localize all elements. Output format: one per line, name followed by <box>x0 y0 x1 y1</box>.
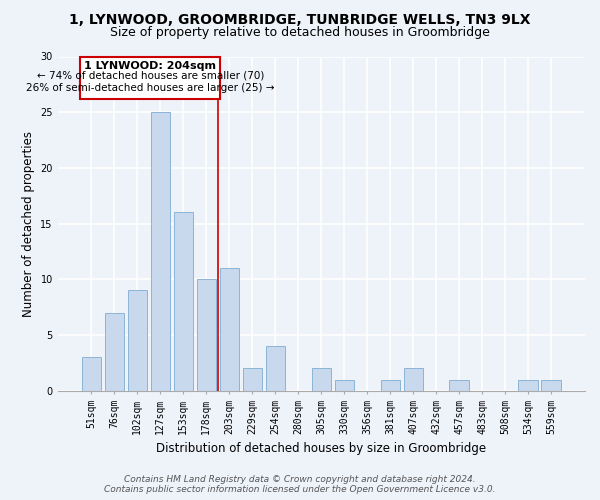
Bar <box>173 212 193 391</box>
Text: Size of property relative to detached houses in Groombridge: Size of property relative to detached ho… <box>110 26 490 39</box>
FancyBboxPatch shape <box>80 56 220 99</box>
Bar <box>151 112 170 391</box>
Text: Contains HM Land Registry data © Crown copyright and database right 2024.
Contai: Contains HM Land Registry data © Crown c… <box>104 474 496 494</box>
Bar <box>82 358 101 391</box>
Y-axis label: Number of detached properties: Number of detached properties <box>22 130 35 316</box>
Text: 26% of semi-detached houses are larger (25) →: 26% of semi-detached houses are larger (… <box>26 83 274 93</box>
Bar <box>449 380 469 391</box>
Text: 1, LYNWOOD, GROOMBRIDGE, TUNBRIDGE WELLS, TN3 9LX: 1, LYNWOOD, GROOMBRIDGE, TUNBRIDGE WELLS… <box>69 12 531 26</box>
Bar <box>335 380 354 391</box>
Bar <box>518 380 538 391</box>
Bar <box>266 346 285 391</box>
X-axis label: Distribution of detached houses by size in Groombridge: Distribution of detached houses by size … <box>156 442 487 455</box>
Bar <box>541 380 561 391</box>
Bar <box>380 380 400 391</box>
Bar <box>242 368 262 391</box>
Bar <box>404 368 423 391</box>
Text: 1 LYNWOOD: 204sqm: 1 LYNWOOD: 204sqm <box>84 61 216 71</box>
Text: ← 74% of detached houses are smaller (70): ← 74% of detached houses are smaller (70… <box>37 71 264 81</box>
Bar <box>311 368 331 391</box>
Bar <box>104 313 124 391</box>
Bar <box>197 280 216 391</box>
Bar <box>128 290 147 391</box>
Bar <box>220 268 239 391</box>
